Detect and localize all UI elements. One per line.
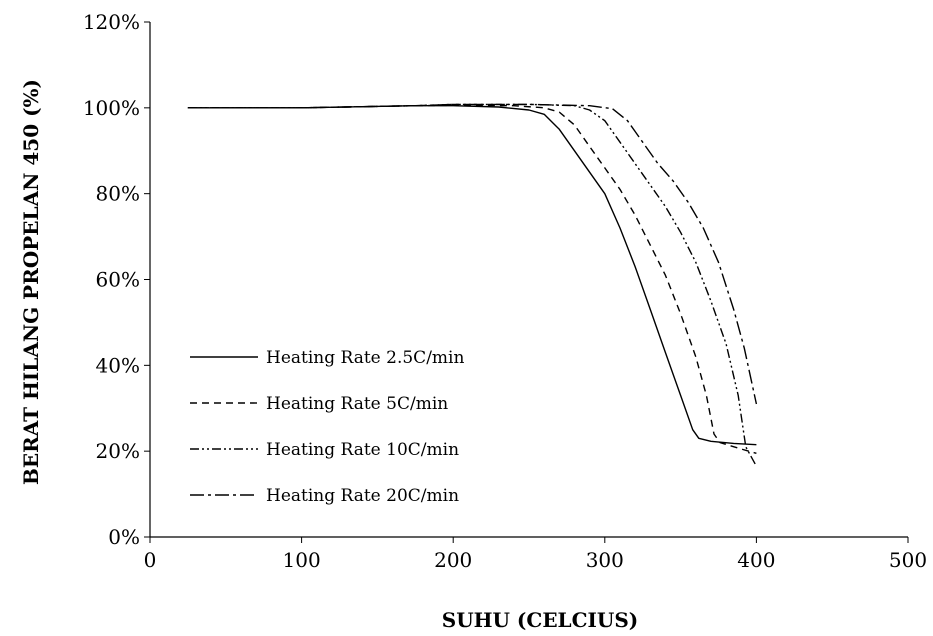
x-tick-label: 500 — [889, 548, 927, 572]
y-axis-title: BERAT HILANG PROPELAN 450 (%) — [19, 79, 43, 485]
legend-label-3: Heating Rate 10C/min — [266, 440, 459, 460]
y-tick-label: 120% — [83, 10, 140, 34]
series-line-1 — [187, 105, 757, 446]
x-tick-label: 0 — [144, 548, 157, 572]
legend-label-4: Heating Rate 20C/min — [266, 486, 459, 506]
legend: Heating Rate 2.5C/min Heating Rate 5C/min… — [190, 348, 464, 506]
x-tick-label: 100 — [283, 548, 321, 572]
y-tick-label: 60% — [96, 268, 140, 292]
y-tick-label: 100% — [83, 96, 140, 120]
legend-label-2: Heating Rate 5C/min — [266, 394, 448, 414]
series-lines — [187, 103, 758, 467]
y-tick-label: 0% — [108, 525, 140, 549]
y-tick-label: 40% — [96, 353, 140, 377]
x-tick-label: 200 — [434, 548, 472, 572]
axes — [144, 21, 909, 543]
tick-labels: 0% 20% 40% 60% 80% 100% 120% 0 100 200 300 400 500 — [83, 10, 927, 572]
x-tick-label: 400 — [737, 548, 775, 572]
x-tick-label: 300 — [586, 548, 624, 572]
series-line-2 — [187, 104, 757, 454]
y-tick-label: 80% — [96, 182, 140, 206]
series-line-4 — [187, 103, 758, 405]
y-tick-label: 20% — [96, 439, 140, 463]
legend-label-1: Heating Rate 2.5C/min — [266, 348, 464, 368]
series-line-3 — [187, 103, 758, 467]
x-axis-title: SUHU (CELCIUS) — [442, 608, 639, 632]
